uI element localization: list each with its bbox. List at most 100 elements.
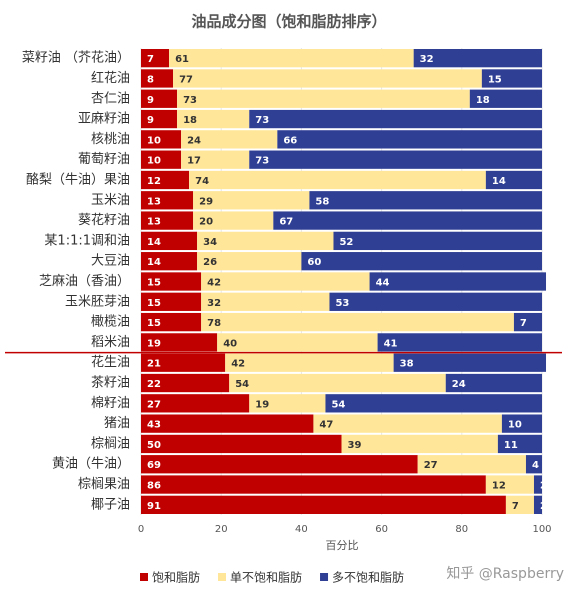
bar-segment xyxy=(225,353,394,372)
value-label: 9 xyxy=(147,95,154,106)
value-label: 32 xyxy=(420,54,434,65)
bar-segment xyxy=(277,130,542,149)
value-label: 17 xyxy=(187,156,201,167)
value-label: 50 xyxy=(147,440,161,451)
value-label: 10 xyxy=(147,135,161,146)
bar-segment xyxy=(325,394,542,413)
bar-segment xyxy=(141,475,486,494)
value-label: 19 xyxy=(147,338,161,349)
bar-segment xyxy=(193,191,310,210)
value-label: 7 xyxy=(147,54,154,65)
y-tick-label: 葡萄籽油 xyxy=(78,152,130,167)
bar-segment xyxy=(533,475,542,494)
legend-swatch xyxy=(320,573,329,581)
value-label: 12 xyxy=(492,481,506,492)
bar-segment xyxy=(141,211,194,230)
y-tick-label: 橄榄油 xyxy=(91,314,130,330)
y-tick-label: 菜籽油 （芥花油） xyxy=(22,50,130,66)
bar-segment xyxy=(505,495,534,514)
bar-segment xyxy=(141,455,418,474)
value-label: 40 xyxy=(223,338,237,349)
bar-segment xyxy=(481,69,542,88)
bar-segment xyxy=(393,353,547,372)
value-label: 20 xyxy=(199,217,213,228)
x-tick-label: 0 xyxy=(138,524,144,535)
legend-label: 单不饱和脂肪 xyxy=(230,570,302,585)
bar-segment xyxy=(141,495,506,514)
bar-segment xyxy=(497,434,542,454)
y-tick-label: 玉米胚芽油 xyxy=(65,294,130,309)
bar-segment xyxy=(141,353,226,372)
x-tick-label: 40 xyxy=(295,524,308,535)
value-label: 54 xyxy=(331,399,345,410)
value-label: 42 xyxy=(207,278,221,289)
value-label: 15 xyxy=(147,298,161,309)
bar-segment xyxy=(141,231,198,251)
value-label: 67 xyxy=(279,217,293,228)
legend-swatch xyxy=(140,573,148,581)
value-label: 41 xyxy=(384,338,398,349)
legend-label: 饱和脂肪 xyxy=(152,570,200,585)
value-label: 58 xyxy=(315,196,329,207)
value-label: 27 xyxy=(424,460,438,471)
bar-segment xyxy=(141,434,342,454)
bar-segment xyxy=(333,231,542,251)
y-tick-label: 棕榈油 xyxy=(91,436,130,451)
value-label: 32 xyxy=(207,298,221,309)
bar-segment xyxy=(181,150,250,169)
bar-segment xyxy=(445,373,542,393)
bar-segment xyxy=(249,109,542,129)
y-tick-label: 亚麻籽油 xyxy=(78,112,130,127)
x-axis-label: 百分比 xyxy=(326,539,359,552)
bar-segment xyxy=(141,292,202,311)
bar-segment xyxy=(177,89,470,108)
y-tick-label: 花生油 xyxy=(91,354,130,370)
value-label: 11 xyxy=(504,440,518,451)
value-label: 73 xyxy=(183,95,197,106)
bar-segment xyxy=(141,89,178,108)
bar-segment xyxy=(313,414,502,433)
value-label: 74 xyxy=(195,176,209,187)
bar-segment xyxy=(141,252,198,271)
value-label: 91 xyxy=(147,501,161,512)
watermark: 知乎 @Raspberry xyxy=(446,565,564,582)
bar-segment xyxy=(189,170,486,190)
legend-swatch xyxy=(218,573,227,581)
bar-segment xyxy=(141,373,230,393)
bar-segment xyxy=(141,333,218,352)
value-label: 18 xyxy=(476,95,490,106)
value-label: 2 xyxy=(540,481,547,492)
bar-segment xyxy=(341,434,498,454)
value-label: 39 xyxy=(348,440,362,451)
bar-segment xyxy=(413,49,542,68)
legend-label: 多不饱和脂肪 xyxy=(332,570,404,585)
bar-segment xyxy=(273,211,542,230)
value-label: 13 xyxy=(147,196,161,207)
bar-segment xyxy=(193,211,274,230)
y-tick-label: 棉籽油 xyxy=(91,396,130,411)
bar-segment xyxy=(249,394,326,413)
bar-segment xyxy=(141,69,174,88)
chart-title: 油品成分图（饱和脂肪排序） xyxy=(191,13,386,31)
value-label: 2 xyxy=(540,501,547,512)
value-label: 34 xyxy=(203,237,217,248)
bar-segment xyxy=(301,252,542,271)
value-label: 42 xyxy=(231,359,245,370)
value-label: 24 xyxy=(187,135,201,146)
y-tick-label: 杏仁油 xyxy=(91,91,130,106)
bar-segment xyxy=(141,150,182,169)
value-label: 73 xyxy=(255,156,269,167)
bar-segment xyxy=(525,455,542,474)
value-label: 29 xyxy=(199,196,213,207)
value-label: 14 xyxy=(147,237,161,248)
bar-segment xyxy=(141,49,170,68)
value-label: 7 xyxy=(512,501,519,512)
y-tick-label: 酪梨（牛油）果油 xyxy=(26,171,130,187)
bar-segment xyxy=(141,170,190,190)
bar-segment xyxy=(141,312,202,332)
value-label: 78 xyxy=(207,318,221,329)
value-label: 26 xyxy=(203,257,217,268)
x-tick-label: 60 xyxy=(375,524,388,535)
value-label: 61 xyxy=(175,54,189,65)
